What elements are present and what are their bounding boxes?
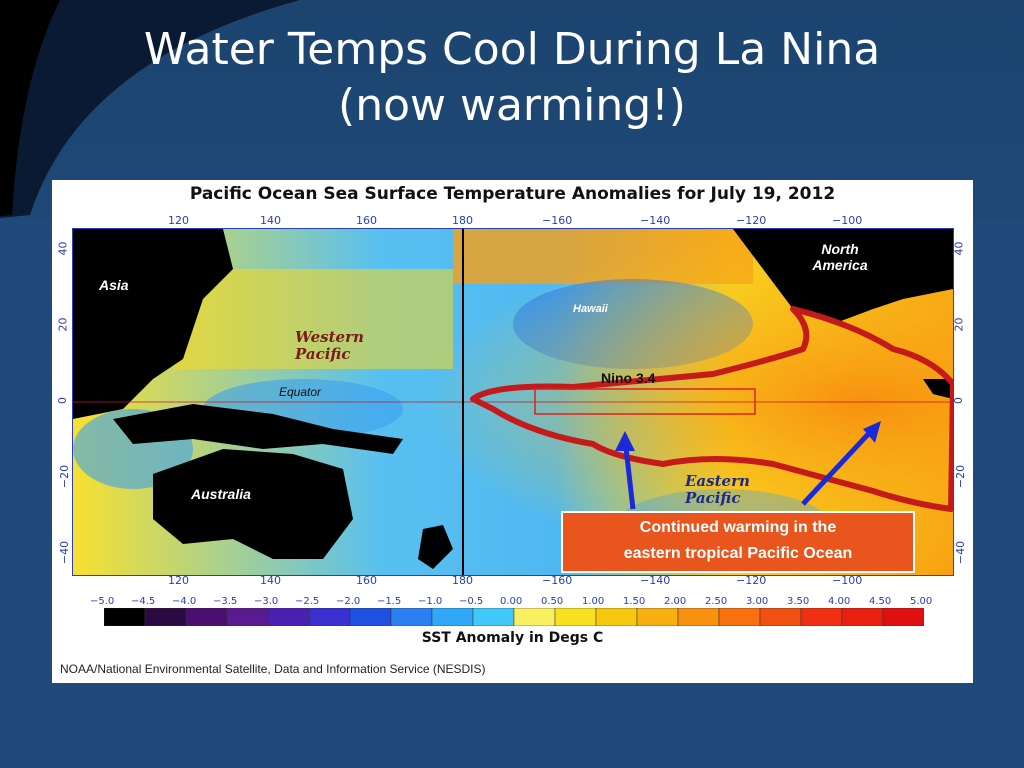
top-lon-tick: 180	[452, 214, 473, 227]
colorbar-tick-label: −4.5	[131, 596, 156, 607]
colorbar-swatch	[267, 608, 310, 626]
colorbar-tick-label: 1.00	[582, 596, 605, 607]
equator-label: Equator	[279, 385, 322, 399]
colorbar-tick-label: 5.00	[910, 596, 933, 607]
right-lat-tick: −20	[954, 464, 968, 489]
colorbar-swatch	[841, 608, 884, 626]
left-lat-tick: −40	[58, 540, 72, 565]
left-lat-tick: 0	[56, 397, 69, 404]
colorbar-swatch	[513, 608, 556, 626]
colorbar-swatch	[472, 608, 515, 626]
colorbar-swatch	[800, 608, 843, 626]
colorbar-tick-label: 0.00	[500, 596, 523, 607]
bottom-lon-tick: 120	[168, 574, 189, 587]
warming-region-outline	[470, 306, 953, 512]
bottom-lon-tick: −160	[542, 574, 573, 587]
source-credit: NOAA/National Environmental Satellite, D…	[60, 662, 486, 676]
colorbar-tick-label: −0.5	[459, 596, 484, 607]
slide-title-line1: Water Temps Cool During La Nina	[143, 24, 881, 75]
nino-3-4-box	[534, 388, 756, 415]
dark-corner-shape	[0, 0, 300, 218]
slide-title: Water Temps Cool During La Nina (now war…	[0, 22, 1024, 134]
sst-map: Asia North America Australia Hawaii West…	[72, 228, 954, 576]
colorbar-swatch	[104, 608, 146, 626]
colorbar-swatch	[759, 608, 802, 626]
colorbar-swatch	[718, 608, 761, 626]
top-lon-tick: −140	[640, 214, 671, 227]
colorbar-swatch	[349, 608, 392, 626]
nino-label: Nino 3.4	[601, 370, 656, 386]
asia-landmass	[73, 229, 233, 419]
top-lon-tick: −160	[542, 214, 573, 227]
colorbar-tick-label: 2.50	[705, 596, 728, 607]
top-lon-tick: −120	[736, 214, 767, 227]
north-america-landmass	[733, 229, 953, 324]
colorbar-swatch	[677, 608, 720, 626]
colorbar-tick-label: −5.0	[90, 596, 115, 607]
sst-anomaly-map-figure: Pacific Ocean Sea Surface Temperature An…	[52, 180, 973, 683]
colorbar-tick-label: −3.5	[213, 596, 238, 607]
colorbar-swatch	[431, 608, 474, 626]
colorbar-tick-label: 1.50	[623, 596, 646, 607]
colorbar-tick-label: −2.0	[336, 596, 361, 607]
colorbar-tick-label: −1.5	[377, 596, 402, 607]
bottom-lon-tick: −140	[640, 574, 671, 587]
colorbar-tick-label: −2.5	[295, 596, 320, 607]
top-lon-tick: 140	[260, 214, 281, 227]
colorbar-tick-label: 0.50	[541, 596, 564, 607]
right-lat-tick: −40	[954, 540, 968, 565]
colorbar-swatch	[882, 608, 924, 626]
colorbar-swatch	[636, 608, 679, 626]
bottom-lon-tick: −120	[736, 574, 767, 587]
slide-title-line2: (now warming!)	[338, 80, 686, 131]
colorbar-tick-label: 3.00	[746, 596, 769, 607]
colorbar	[104, 608, 924, 626]
bottom-lon-tick: 140	[260, 574, 281, 587]
colorbar-swatch	[554, 608, 597, 626]
asia-label: Asia	[99, 277, 129, 293]
eastern-pacific-label: Eastern Pacific	[685, 472, 750, 507]
north-america-label: North America	[812, 241, 868, 273]
australia-landmass	[153, 449, 353, 559]
right-lat-tick: 20	[952, 317, 966, 332]
colorbar-swatch	[390, 608, 433, 626]
bottom-lon-tick: 180	[452, 574, 473, 587]
colorbar-swatch	[226, 608, 269, 626]
top-lon-tick: −100	[832, 214, 863, 227]
colorbar-swatch	[595, 608, 638, 626]
colorbar-swatch	[185, 608, 228, 626]
colorbar-tick-label: −3.0	[254, 596, 279, 607]
colorbar-swatch	[308, 608, 351, 626]
bottom-lon-tick: 160	[356, 574, 377, 587]
bottom-lon-tick: −100	[832, 574, 863, 587]
colorbar-tick-label: 4.00	[828, 596, 851, 607]
colorbar-swatch	[144, 608, 187, 626]
western-pacific-label: Western Pacific	[295, 328, 364, 363]
left-lat-tick: −20	[58, 464, 72, 489]
colorbar-tick-label: 3.50	[787, 596, 810, 607]
left-lat-tick: 20	[56, 317, 70, 332]
hawaii-label: Hawaii	[573, 303, 608, 315]
top-lon-tick: 120	[168, 214, 189, 227]
central-america-landmass	[923, 379, 953, 399]
australia-label: Australia	[191, 486, 251, 502]
colorbar-tick-label: −4.0	[172, 596, 197, 607]
indonesia-islands	[113, 404, 403, 454]
colorbar-label: SST Anomaly in Degs C	[421, 630, 604, 646]
arrow-right	[801, 427, 875, 506]
colorbar-tick-label: 2.00	[664, 596, 687, 607]
new-zealand-landmass	[418, 525, 453, 569]
sst-map-canvas	[73, 229, 953, 575]
top-lon-tick: 160	[356, 214, 377, 227]
figure-title: Pacific Ocean Sea Surface Temperature An…	[189, 184, 836, 204]
colorbar-tick-label: 4.50	[869, 596, 892, 607]
colorbar-tick-label: −1.0	[418, 596, 443, 607]
right-lat-tick: 40	[952, 241, 966, 256]
callout-line2: eastern tropical Pacific Ocean	[623, 545, 853, 562]
left-lat-tick: 40	[56, 241, 70, 256]
warming-callout: Continued warming in the eastern tropica…	[561, 511, 915, 573]
callout-line1: Continued warming in the	[639, 519, 837, 536]
